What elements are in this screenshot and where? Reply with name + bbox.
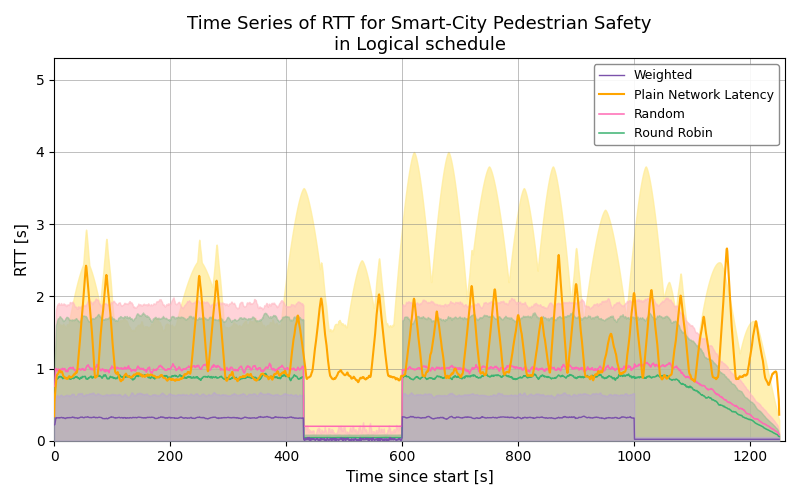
X-axis label: Time since start [s]: Time since start [s] — [346, 470, 494, 485]
Weighted — [774, 436, 784, 442]
Weighted — [579, 413, 589, 419]
Plain Network Latency — [620, 368, 630, 374]
Plain Network Latency — [382, 369, 392, 375]
Weighted — [621, 414, 630, 420]
Plain Network Latency — [754, 334, 763, 340]
Random — [642, 360, 652, 366]
Random — [402, 366, 411, 372]
Round Robin — [383, 434, 393, 440]
Line: Random: Random — [54, 362, 779, 434]
Random — [382, 424, 392, 430]
Round Robin — [50, 386, 59, 392]
Y-axis label: RTT [s]: RTT [s] — [15, 223, 30, 276]
Round Robin — [303, 434, 313, 440]
Weighted — [754, 436, 764, 442]
Plain Network Latency — [402, 358, 411, 364]
Random — [86, 366, 96, 372]
Random — [774, 432, 784, 438]
Weighted — [346, 438, 355, 444]
Random — [754, 416, 763, 422]
Round Robin — [402, 374, 412, 380]
Round Robin — [621, 372, 630, 378]
Plain Network Latency — [86, 320, 96, 326]
Round Robin — [754, 422, 763, 428]
Weighted — [383, 438, 393, 444]
Line: Weighted: Weighted — [54, 416, 779, 442]
Random — [620, 363, 630, 369]
Random — [50, 384, 59, 390]
Random — [754, 417, 763, 423]
Plain Network Latency — [774, 412, 784, 418]
Title: Time Series of RTT for Smart-City Pedestrian Safety
in Logical schedule: Time Series of RTT for Smart-City Pedest… — [187, 15, 652, 54]
Plain Network Latency — [50, 414, 59, 420]
Plain Network Latency — [754, 332, 763, 338]
Line: Round Robin: Round Robin — [54, 374, 779, 438]
Round Robin — [774, 434, 784, 440]
Plain Network Latency — [722, 246, 732, 252]
Round Robin — [86, 374, 96, 380]
Weighted — [754, 436, 763, 442]
Line: Plain Network Latency: Plain Network Latency — [54, 248, 779, 416]
Legend: Weighted, Plain Network Latency, Random, Round Robin: Weighted, Plain Network Latency, Random,… — [594, 64, 778, 145]
Weighted — [86, 414, 96, 420]
Weighted — [50, 422, 59, 428]
Weighted — [402, 415, 412, 421]
Round Robin — [754, 422, 764, 428]
Round Robin — [261, 370, 270, 376]
